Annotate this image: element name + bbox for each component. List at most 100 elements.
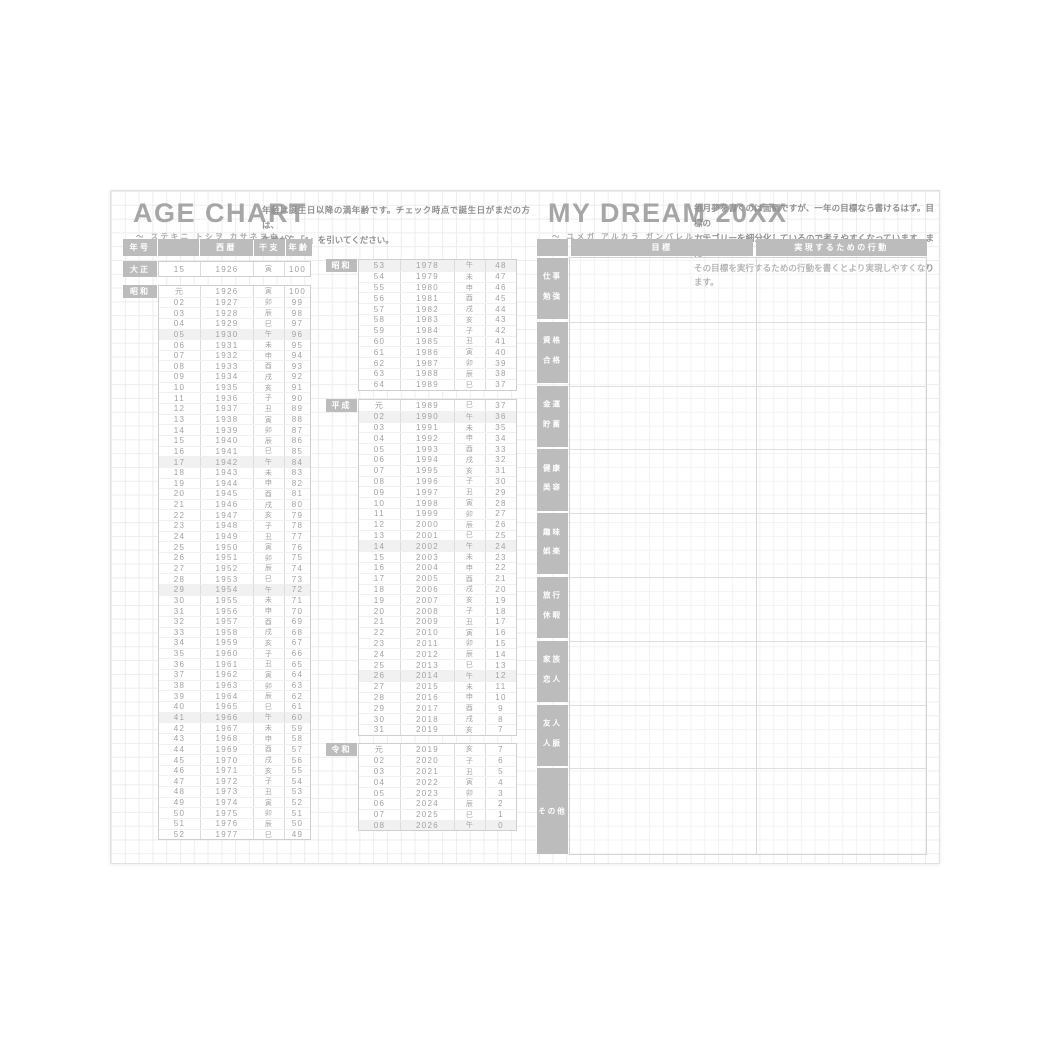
year-cell: 1941: [200, 446, 253, 457]
era-year-cell: 29: [373, 703, 386, 713]
category-cell-6: 家族 恋人: [537, 640, 568, 703]
zodiac-cell: 午: [253, 329, 284, 340]
age-cell: 55: [284, 765, 310, 776]
age-row: 31 1956 申 70: [159, 605, 310, 616]
category-label: 趣味: [543, 527, 562, 537]
block-divider: [570, 577, 926, 578]
era-year-cell: 03: [373, 422, 386, 432]
era-year-cell: 45: [173, 755, 186, 765]
era-year-cell: 49: [173, 798, 186, 808]
zodiac-cell: 丑: [253, 659, 284, 670]
year-cell: 2010: [400, 627, 454, 638]
zodiac-cell: 午: [253, 584, 284, 595]
zodiac-cell: 巳: [253, 318, 284, 329]
era-year-cell: 02: [173, 297, 186, 307]
age-cell: 5: [485, 766, 516, 777]
age-cell: 100: [284, 286, 310, 297]
year-cell: 1994: [400, 454, 454, 465]
dream-content-area: [569, 257, 927, 855]
age-row: 23 2011 卯 15: [359, 637, 516, 649]
age-cell: 61: [284, 701, 310, 712]
era-year-cell: 29: [173, 585, 186, 595]
year-cell: 1972: [200, 776, 253, 787]
zodiac-cell: 戌: [253, 499, 284, 510]
year-cell: 1955: [200, 595, 253, 606]
age-row: 33 1958 戌 68: [159, 626, 310, 638]
age-cell: 15: [485, 638, 516, 649]
age-row: 42 1967 未 59: [159, 722, 310, 733]
era-year-cell: 34: [173, 638, 186, 648]
age-row: 02 2020 子 6: [359, 754, 516, 766]
year-cell: 2023: [400, 788, 454, 798]
year-cell: 1958: [200, 627, 253, 638]
age-row: 41 1966 午 60: [159, 711, 310, 723]
zodiac-cell: 亥: [253, 638, 284, 648]
zodiac-cell: 午: [253, 457, 284, 467]
year-cell: 1938: [200, 414, 253, 425]
era-year-cell: 47: [173, 776, 186, 786]
zodiac-cell: 戌: [454, 304, 485, 314]
age-row: 09 1934 戌 92: [159, 371, 310, 382]
era-year-cell: 51: [173, 819, 186, 829]
age-cell: 83: [284, 467, 310, 478]
age-chart-description-line: 年齢は誕生日以降の満年齢です。チェック時点で誕生日がまだの方は、: [262, 205, 530, 230]
age-cell: 8: [485, 714, 516, 724]
age-cell: 75: [284, 553, 310, 563]
age-row: 10 1935 亥 91: [159, 381, 310, 393]
era-year-cell: 14: [373, 541, 386, 551]
age-row: 24 1949 丑 77: [159, 530, 310, 542]
category-label: その他: [538, 806, 567, 816]
category-label: 美容: [543, 482, 562, 492]
age-cell: 12: [485, 670, 516, 681]
age-row: 元 1926 寅 100: [159, 286, 310, 297]
year-cell: 1927: [200, 297, 253, 308]
year-cell: 2008: [400, 606, 454, 616]
age-cell: 16: [485, 627, 516, 638]
zodiac-cell: 巳: [454, 660, 485, 670]
category-cell-5: 旅行 休暇: [537, 577, 568, 639]
era-year-cell: 18: [373, 584, 386, 594]
year-cell: 2021: [400, 766, 454, 777]
age-cell: 88: [284, 414, 310, 425]
era-year-cell: 11: [174, 393, 185, 403]
age-cell: 46: [485, 282, 516, 293]
age-row: 53 1978 午 48: [359, 260, 516, 271]
age-row: 20 2008 子 18: [359, 605, 516, 616]
era-year-cell: 17: [173, 457, 186, 467]
era-year-cell: 03: [173, 308, 186, 318]
category-label: 合格: [543, 355, 562, 365]
age-cell: 24: [485, 541, 516, 552]
era-year-cell: 07: [173, 351, 186, 361]
age-row: 46 1971 亥 55: [159, 764, 310, 776]
age-row: 17 1942 午 84: [159, 456, 310, 467]
year-cell: 1996: [400, 476, 454, 487]
era-year-cell: 08: [373, 476, 386, 486]
age-cell: 92: [284, 372, 310, 382]
zodiac-cell: 酉: [454, 444, 485, 454]
zodiac-cell: 子: [454, 606, 485, 616]
zodiac-cell: 戌: [253, 372, 284, 382]
age-row: 13 2001 巳 25: [359, 529, 516, 541]
year-cell: 1928: [200, 308, 253, 318]
zodiac-cell: 申: [454, 282, 485, 293]
age-cell: 2: [485, 798, 516, 809]
zodiac-cell: 亥: [253, 510, 284, 521]
age-chart-title: AGE CHART: [133, 198, 307, 228]
age-row: 36 1961 丑 65: [159, 658, 310, 670]
zodiac-cell: 寅: [253, 414, 284, 425]
age-row: 05 1930 午 96: [159, 328, 310, 340]
zodiac-cell: 戌: [454, 714, 485, 724]
zodiac-cell: 辰: [454, 519, 485, 530]
year-cell: 1951: [200, 553, 253, 563]
era-year-cell: 05: [373, 444, 386, 454]
age-table-大正: 15 1926 寅 100: [158, 261, 311, 277]
age-row: 07 1932 申 94: [159, 349, 310, 361]
age-row: 02 1990 午 36: [359, 410, 516, 422]
era-year-cell: 04: [373, 777, 386, 787]
year-cell: 2020: [400, 755, 454, 766]
age-row: 38 1963 卯 63: [159, 679, 310, 691]
zodiac-cell: 巳: [454, 400, 485, 411]
era-year-cell: 10: [373, 498, 386, 508]
year-cell: 1964: [200, 691, 253, 701]
year-cell: 1975: [200, 808, 253, 819]
